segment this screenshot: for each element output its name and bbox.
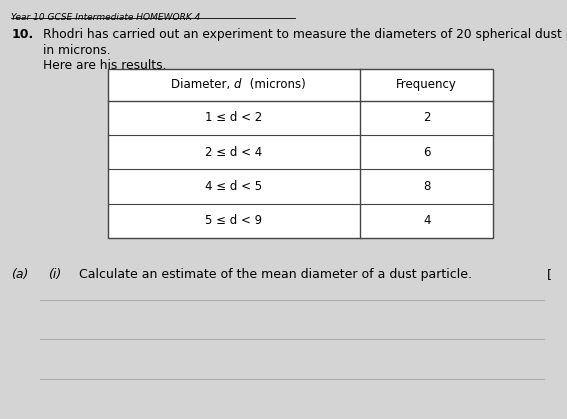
Text: Here are his results.: Here are his results. xyxy=(43,59,166,72)
Text: 8: 8 xyxy=(423,180,430,193)
Text: 2 ≤ d < 4: 2 ≤ d < 4 xyxy=(205,145,263,159)
Text: Year 10 GCSE Intermediate HOMEWORK 4: Year 10 GCSE Intermediate HOMEWORK 4 xyxy=(11,13,201,22)
Text: d: d xyxy=(234,78,242,91)
Text: 1 ≤ d < 2: 1 ≤ d < 2 xyxy=(205,111,263,124)
Text: 2: 2 xyxy=(423,111,430,124)
Text: 5 ≤ d < 9: 5 ≤ d < 9 xyxy=(205,214,263,228)
Text: (i): (i) xyxy=(48,268,61,281)
Text: 6: 6 xyxy=(423,145,430,159)
Text: Calculate an estimate of the mean diameter of a dust particle.: Calculate an estimate of the mean diamet… xyxy=(79,268,472,281)
Text: [: [ xyxy=(547,268,552,281)
Text: (microns): (microns) xyxy=(246,78,306,91)
Text: in microns.: in microns. xyxy=(43,44,110,57)
Text: Frequency: Frequency xyxy=(396,78,457,91)
Text: 4 ≤ d < 5: 4 ≤ d < 5 xyxy=(205,180,263,193)
Text: 4: 4 xyxy=(423,214,430,228)
Text: 10.: 10. xyxy=(11,28,33,41)
Text: (a): (a) xyxy=(11,268,29,281)
Text: Rhodri has carried out an experiment to measure the diameters of 20 spherical du: Rhodri has carried out an experiment to … xyxy=(43,28,567,41)
Text: Diameter,: Diameter, xyxy=(171,78,234,91)
